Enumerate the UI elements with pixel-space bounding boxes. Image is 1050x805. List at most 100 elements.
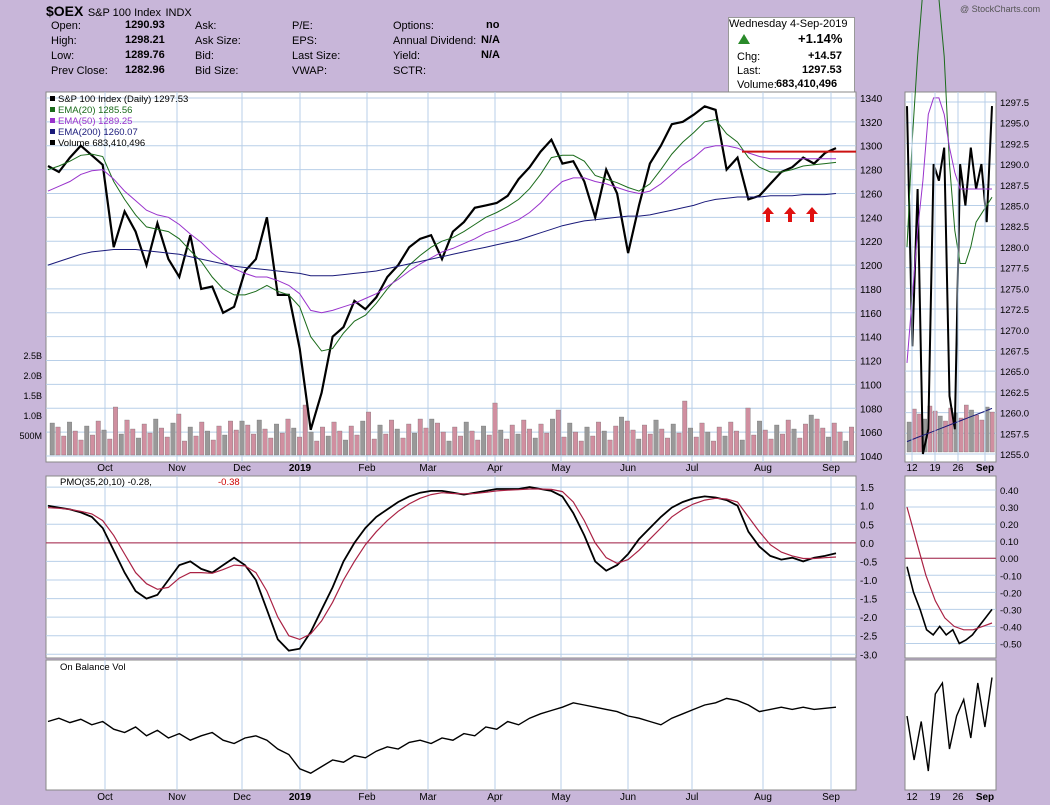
inset-price-tick-1280: 1280.0 bbox=[1000, 243, 1029, 254]
volume-bar bbox=[302, 404, 308, 456]
volume-bar bbox=[705, 431, 711, 456]
volume-bar bbox=[659, 428, 665, 456]
ticker-symbol[interactable]: $OEX bbox=[46, 3, 84, 19]
volume-bar bbox=[544, 432, 550, 456]
obv-month-label-Jul: Jul bbox=[686, 792, 699, 803]
price-month-label-Sep: Sep bbox=[822, 463, 840, 474]
volume-bar bbox=[187, 426, 193, 456]
volume-bar bbox=[688, 427, 693, 456]
watermark: @ StockCharts.com bbox=[960, 4, 1041, 14]
price-tick-1300: 1300 bbox=[860, 142, 883, 153]
volume-bar bbox=[389, 419, 394, 456]
volume-bar bbox=[78, 439, 84, 456]
inset-volume-bar bbox=[917, 413, 922, 453]
inset-price-tick-1295: 1295.0 bbox=[1000, 119, 1029, 130]
volume-bar bbox=[193, 435, 199, 456]
options-label: Options: bbox=[393, 20, 434, 32]
volume-bar bbox=[118, 433, 124, 456]
chart-title: $OEX S&P 100 Index INDX bbox=[46, 3, 192, 21]
volume-bar bbox=[843, 440, 849, 456]
price-panel: 1040 1060 1080 1100 1120 1140 1160 1180 1200 1220… bbox=[19, 91, 883, 474]
obv-month-label-2019: 2019 bbox=[289, 792, 312, 803]
up-arrow-icon bbox=[738, 34, 750, 44]
inset-volume-bar bbox=[938, 415, 943, 453]
inset-obv-date-label-19: 19 bbox=[929, 792, 941, 803]
inset-date-label-19: 19 bbox=[929, 463, 941, 474]
annual-dividend-label: Annual Dividend: bbox=[393, 35, 477, 47]
volume-bar bbox=[722, 435, 728, 456]
volume-bar bbox=[831, 422, 837, 456]
quote-date: Wednesday 4-Sep-2019 bbox=[729, 18, 848, 30]
percent-change: +1.14% bbox=[798, 31, 843, 46]
obv-month-label-Apr: Apr bbox=[487, 792, 503, 803]
inset-ema20 bbox=[906, 0, 993, 264]
volume-bar bbox=[205, 430, 210, 456]
volume-bar bbox=[555, 409, 561, 456]
volume-bar bbox=[452, 426, 458, 456]
volume-bar bbox=[532, 437, 538, 456]
vwap-label: VWAP: bbox=[292, 65, 328, 77]
volume-bar bbox=[791, 428, 797, 456]
volume-bar bbox=[383, 433, 389, 456]
obv-month-label-Oct: Oct bbox=[97, 792, 113, 803]
volume-bar bbox=[826, 436, 831, 456]
volume-bar bbox=[751, 434, 757, 456]
volume-bar bbox=[435, 422, 440, 456]
obv-month-label-May: May bbox=[552, 792, 571, 803]
pmo-tick--3: -3.0 bbox=[860, 650, 878, 661]
volume-value: 683,410,496 bbox=[776, 78, 838, 90]
series-ema-50- bbox=[47, 145, 836, 314]
inset-obv-date-label-Sep: Sep bbox=[976, 792, 994, 803]
volume-bar bbox=[676, 432, 682, 456]
inset-pmo-tick--0.1: -0.10 bbox=[1000, 571, 1022, 582]
volume-bar bbox=[101, 429, 107, 456]
pmo-tick--2: -2.0 bbox=[860, 613, 878, 624]
pmo-tick--1: -1.0 bbox=[860, 576, 878, 587]
eps-label: EPS: bbox=[292, 35, 318, 47]
volume-bar bbox=[394, 428, 400, 456]
volume-bar bbox=[279, 432, 285, 456]
volume-bar bbox=[107, 438, 113, 456]
price-tick-1220: 1220 bbox=[860, 237, 883, 248]
volume-bar bbox=[527, 428, 532, 456]
inset-ema200 bbox=[906, 407, 993, 443]
volume-bar bbox=[670, 423, 676, 456]
obv-month-label-Mar: Mar bbox=[419, 792, 437, 803]
pmo-tick--0.5: -0.5 bbox=[860, 557, 878, 568]
inset-volume-bar bbox=[943, 420, 948, 453]
index-name: S&P 100 Index bbox=[87, 7, 161, 19]
volume-bar bbox=[607, 439, 613, 456]
volume-bar bbox=[647, 433, 653, 456]
volume-bar bbox=[578, 440, 584, 456]
price-month-label-Dec: Dec bbox=[233, 463, 251, 474]
pmo-tick--2.5: -2.5 bbox=[860, 632, 878, 643]
volume-bar bbox=[406, 423, 412, 456]
volume-bar bbox=[636, 438, 642, 456]
volume-bar bbox=[176, 413, 182, 456]
volume-bar bbox=[182, 440, 187, 456]
inset-volume-bar bbox=[912, 408, 917, 453]
volume-bar bbox=[251, 433, 256, 456]
volume-bar bbox=[463, 421, 469, 456]
volume-bar bbox=[486, 434, 492, 456]
volume-bar bbox=[814, 418, 820, 456]
pmo-series-signal bbox=[47, 488, 837, 641]
volume-bar bbox=[210, 439, 216, 456]
legend-swatch bbox=[50, 107, 55, 112]
pmo-tick--1.5: -1.5 bbox=[860, 595, 878, 606]
inset-price-tick-1267.5: 1267.5 bbox=[1000, 346, 1029, 357]
volume-bar bbox=[72, 430, 78, 456]
volume-bar bbox=[601, 430, 607, 456]
volume-bar bbox=[739, 439, 745, 456]
volume-tick-500M: 500M bbox=[19, 431, 42, 441]
volume-tick-2.0B: 2.0B bbox=[23, 371, 42, 381]
volume-bar bbox=[619, 416, 624, 456]
inset-ema50 bbox=[906, 97, 992, 363]
volume-bar bbox=[481, 425, 486, 456]
obv-month-label-Aug: Aug bbox=[754, 792, 772, 803]
volume-bar bbox=[67, 421, 72, 456]
inset-price-tick-1292.5: 1292.5 bbox=[1000, 139, 1029, 150]
volume-bar bbox=[509, 424, 515, 456]
ask-size-label: Ask Size: bbox=[195, 35, 241, 47]
